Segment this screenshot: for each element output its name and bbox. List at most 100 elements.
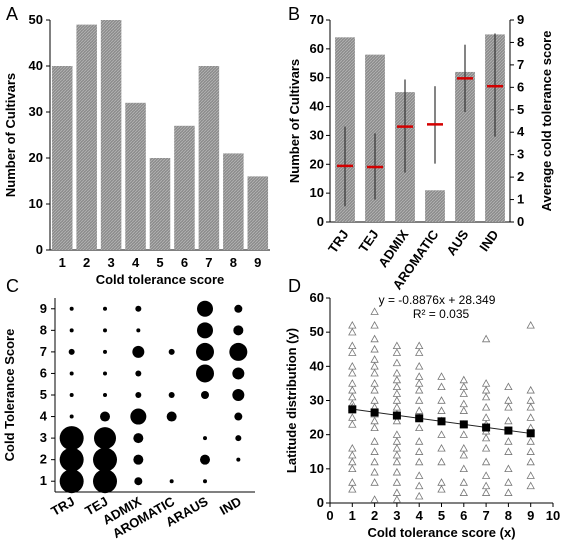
- data-point: [370, 379, 379, 387]
- bar: [100, 20, 122, 250]
- secondary-y-tick-label: 6: [517, 79, 524, 94]
- bubble: [203, 436, 207, 441]
- data-point: [481, 392, 491, 401]
- y-tick-label: 40: [310, 99, 324, 114]
- x-tick-label: 7: [482, 508, 489, 523]
- data-point: [415, 481, 424, 490]
- bubble: [103, 371, 107, 376]
- bar: [455, 71, 475, 222]
- data-point: [392, 457, 402, 466]
- data-point: [370, 321, 379, 329]
- y-tick-label: 8: [40, 322, 47, 337]
- data-point: [504, 403, 513, 411]
- x-tick-label: IND: [217, 494, 244, 518]
- data-point: [392, 375, 402, 384]
- data-point: [392, 403, 402, 411]
- bubble: [69, 371, 74, 376]
- panel-letter-a: A: [6, 4, 18, 24]
- x-tick-label: 6: [460, 508, 467, 523]
- y-axis-title: Cold Tolerance Score: [2, 329, 17, 462]
- y-tick-label: 0: [317, 495, 324, 510]
- mean-marker: [415, 414, 424, 423]
- x-tick-label: 1: [59, 255, 66, 270]
- mean-marker: [348, 405, 357, 414]
- data-point: [415, 379, 424, 387]
- x-tick-label: 8: [230, 255, 237, 270]
- data-point: [370, 334, 379, 343]
- data-point: [504, 447, 513, 455]
- data-point: [504, 464, 513, 473]
- data-point: [392, 430, 402, 438]
- bubble: [69, 414, 74, 419]
- data-point: [370, 467, 379, 476]
- y-tick-label: 60: [310, 41, 324, 56]
- bubble: [103, 349, 107, 354]
- data-point: [437, 396, 446, 404]
- y-tick-label: 30: [310, 127, 324, 142]
- data-point: [370, 344, 379, 353]
- bubble: [168, 392, 175, 398]
- bubble: [68, 348, 75, 355]
- data-point: [370, 355, 379, 363]
- secondary-y-axis-title: Average cold tolerance score: [539, 31, 554, 212]
- bubble: [197, 322, 213, 339]
- bar: [174, 125, 195, 250]
- bubble: [133, 454, 144, 465]
- y-tick-label: 60: [310, 290, 324, 305]
- secondary-y-tick-label: 4: [517, 124, 525, 139]
- data-point: [370, 385, 379, 394]
- bubble: [232, 389, 245, 401]
- y-tick-label: 6: [40, 365, 47, 380]
- x-tick-label: 9: [527, 508, 534, 523]
- data-point: [504, 382, 513, 391]
- y-tick-label: 30: [310, 393, 324, 408]
- x-axis-title: Cold tolerance score (x): [367, 525, 515, 540]
- x-tick-label: 5: [438, 508, 445, 523]
- data-point: [370, 423, 379, 432]
- data-point: [415, 362, 424, 370]
- x-tick-label: 4: [132, 255, 140, 270]
- x-tick-label: 0: [326, 508, 333, 523]
- data-point: [348, 485, 357, 493]
- y-tick-label: 20: [310, 427, 324, 442]
- data-point: [392, 467, 402, 476]
- data-point: [437, 372, 446, 380]
- y-axis-title: Number of Cultivars: [287, 59, 302, 183]
- x-tick-label: TEJ: [355, 227, 381, 255]
- data-point: [459, 406, 468, 414]
- y-tick-label: 9: [40, 301, 47, 316]
- bubble: [234, 304, 243, 313]
- data-point: [459, 430, 468, 438]
- y-tick-label: 70: [310, 12, 324, 27]
- y-tick-label: 1: [40, 473, 47, 488]
- data-point: [348, 450, 357, 459]
- bubble: [196, 364, 214, 383]
- panel-letter-d: D: [288, 276, 301, 296]
- data-point: [370, 416, 379, 425]
- mean-marker: [392, 411, 401, 420]
- x-tick-label: IND: [476, 227, 501, 254]
- y-tick-label: 50: [29, 12, 43, 27]
- data-point: [415, 471, 424, 479]
- bubble: [135, 392, 142, 398]
- data-point: [392, 341, 402, 350]
- data-point: [459, 382, 468, 391]
- secondary-y-tick-label: 2: [517, 169, 524, 184]
- bubble: [168, 348, 175, 355]
- data-point: [526, 447, 535, 455]
- y-tick-label: 40: [310, 358, 324, 373]
- panel-a: 0 10 20 30 40 50 1 2 3 4 5 6 7 8 9 Cold tolerance score…: [3, 12, 270, 287]
- y-tick-label: 20: [29, 150, 43, 165]
- bar: [247, 176, 269, 250]
- bubble: [166, 411, 177, 422]
- bubble: [197, 300, 213, 317]
- data-point: [415, 491, 424, 500]
- data-point: [481, 433, 491, 442]
- regression-equation: y = -0.8876x + 28.349: [379, 293, 496, 307]
- bubble: [135, 305, 142, 312]
- x-tick-label: 2: [83, 255, 90, 270]
- data-point: [459, 389, 468, 397]
- bar: [51, 66, 73, 250]
- data-point: [504, 437, 513, 445]
